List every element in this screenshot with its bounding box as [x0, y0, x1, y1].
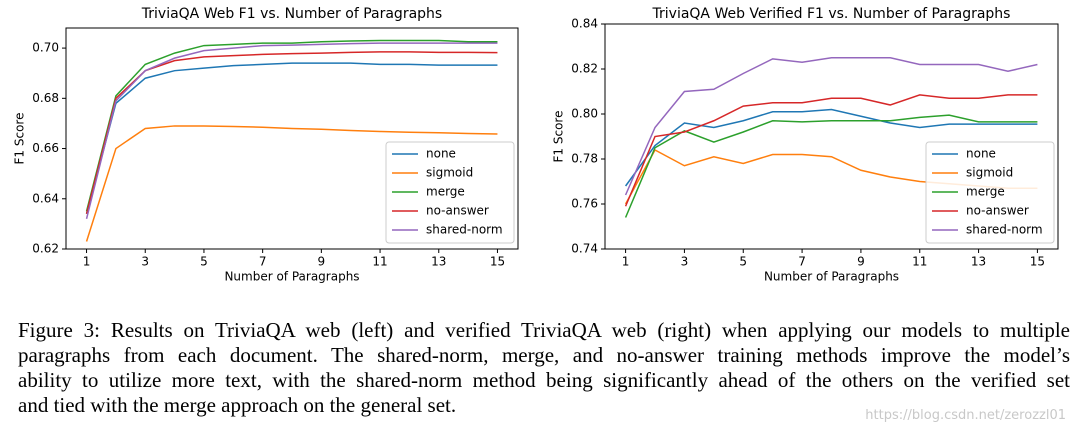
- legend-label: none: [966, 147, 996, 161]
- legend-label: shared-norm: [966, 223, 1043, 237]
- series-line: [624, 114, 1038, 218]
- y-tick-label: 0.66: [32, 141, 59, 155]
- x-tick-label: 15: [1030, 255, 1045, 269]
- legend-label: shared-norm: [426, 223, 503, 237]
- x-tick-label: 15: [490, 255, 505, 269]
- x-tick-label: 3: [141, 255, 149, 269]
- legend-label: sigmoid: [426, 166, 473, 180]
- y-tick-label: 0.82: [571, 62, 598, 76]
- y-tick-label: 0.78: [571, 152, 598, 166]
- series-line: [85, 51, 498, 215]
- caption-line: and tied with the merge approach on the …: [18, 393, 457, 417]
- plot-frame: [65, 27, 519, 250]
- y-tick-label: 0.84: [571, 17, 598, 31]
- caption-line: Figure 3: Results on TriviaQA web (left)…: [18, 318, 1070, 342]
- x-tick-label: 5: [200, 255, 208, 269]
- series-line: [85, 125, 498, 242]
- y-tick-label: 0.76: [571, 197, 598, 211]
- y-axis-label: F1 Score: [552, 111, 566, 163]
- legend-label: no-answer: [966, 204, 1029, 218]
- x-tick-label: 3: [681, 255, 689, 269]
- legend-box: [925, 141, 1055, 244]
- x-tick-label: 11: [372, 255, 387, 269]
- y-axis-label: F1 Score: [13, 113, 27, 165]
- x-tick-label: 5: [739, 255, 747, 269]
- y-tick-label: 0.80: [571, 107, 598, 121]
- x-tick-label: 1: [622, 255, 630, 269]
- caption-line: paragraphs from each document. The share…: [18, 343, 1070, 367]
- legend-label: none: [426, 147, 456, 161]
- x-tick-label: 1: [83, 255, 91, 269]
- y-tick-label: 0.70: [32, 41, 59, 55]
- chart-title: TriviaQA Web F1 vs. Number of Paragraphs: [141, 6, 442, 22]
- x-axis-label: Number of Paragraphs: [224, 270, 359, 284]
- x-tick-label: 7: [798, 255, 806, 269]
- legend-label: merge: [966, 185, 1005, 199]
- legend-label: sigmoid: [966, 166, 1013, 180]
- y-tick-label: 0.74: [571, 242, 598, 256]
- caption: Figure 3: Results on TriviaQA web (left)…: [18, 318, 1070, 418]
- series-line: [624, 94, 1038, 207]
- x-tick-label: 13: [431, 255, 446, 269]
- series-line: [624, 108, 1038, 187]
- x-axis-label: Number of Paragraphs: [764, 270, 899, 284]
- series-line: [624, 57, 1038, 196]
- figure: TriviaQA Web F1 vs. Number of Paragraphs…: [13, 6, 1059, 284]
- legend-label: no-answer: [426, 204, 489, 218]
- y-tick-label: 0.62: [32, 242, 59, 256]
- chart-title: TriviaQA Web Verified F1 vs. Number of P…: [652, 6, 1011, 22]
- series-line: [85, 62, 498, 215]
- caption-line: ability to utilize more text, with the s…: [18, 368, 1070, 392]
- x-tick-label: 9: [318, 255, 326, 269]
- x-tick-label: 7: [259, 255, 267, 269]
- y-tick-label: 0.68: [32, 91, 59, 105]
- series-line: [85, 39, 498, 212]
- y-tick-label: 0.64: [32, 191, 59, 205]
- x-tick-label: 11: [912, 255, 927, 269]
- legend-label: merge: [426, 185, 465, 199]
- x-tick-label: 9: [857, 255, 865, 269]
- plot-frame: [604, 23, 1059, 250]
- series-line: [85, 42, 498, 220]
- x-tick-label: 13: [971, 255, 986, 269]
- watermark: https://blog.csdn.net/zerozzl01: [865, 408, 1066, 423]
- legend-box: [385, 141, 515, 244]
